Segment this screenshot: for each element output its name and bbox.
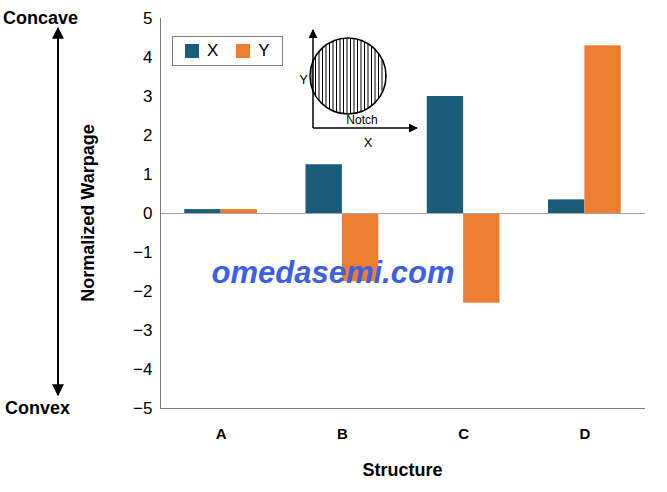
svg-text:C: C <box>458 425 469 442</box>
svg-text:−4: −4 <box>133 360 152 379</box>
svg-text:X: X <box>364 135 373 150</box>
html-text:X: X <box>207 41 219 60</box>
svg-text:0: 0 <box>143 204 152 223</box>
svg-text:Notch: Notch <box>346 113 377 127</box>
svg-text:B: B <box>337 425 348 442</box>
svg-text:Structure: Structure <box>362 460 442 480</box>
svg-text:4: 4 <box>143 48 152 67</box>
svg-text:5: 5 <box>143 9 152 28</box>
svg-text:Y: Y <box>299 72 308 87</box>
svg-text:omedasemi.com: omedasemi.com <box>212 255 455 290</box>
svg-text:Concave: Concave <box>3 8 78 28</box>
svg-text:1: 1 <box>143 165 152 184</box>
svg-text:3: 3 <box>143 87 152 106</box>
svg-text:−5: −5 <box>133 399 152 418</box>
svg-text:−1: −1 <box>133 243 152 262</box>
html-text:Y: Y <box>258 41 270 60</box>
svg-text:A: A <box>216 425 227 442</box>
svg-text:−2: −2 <box>133 282 152 301</box>
svg-text:Normalized Warpage: Normalized Warpage <box>78 124 98 301</box>
svg-text:Convex: Convex <box>5 398 70 418</box>
svg-text:D: D <box>579 425 590 442</box>
svg-text:2: 2 <box>143 126 152 145</box>
svg-text:−3: −3 <box>133 321 152 340</box>
